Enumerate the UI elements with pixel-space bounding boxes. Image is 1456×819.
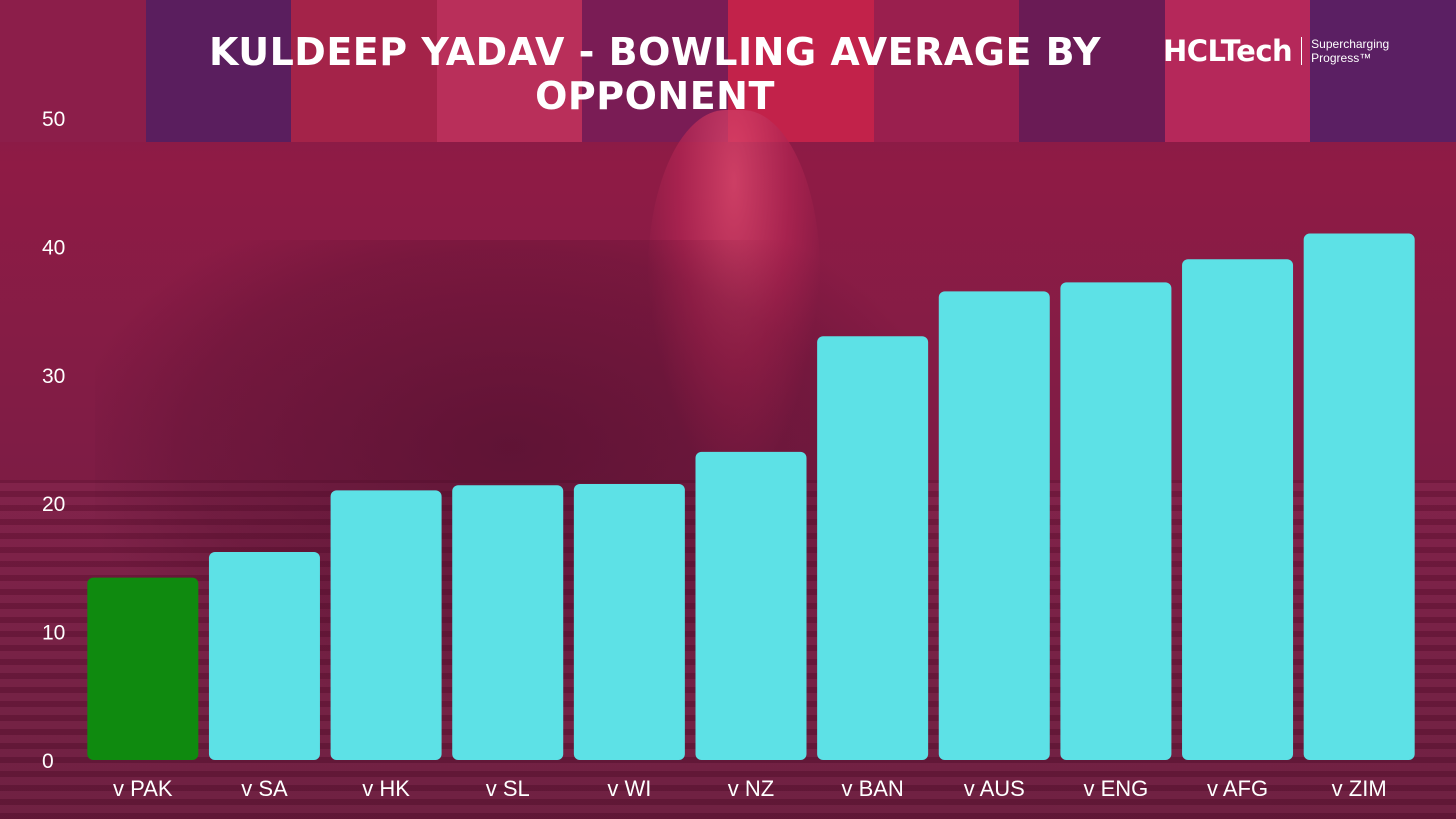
chart-title: KULDEEP YADAV - BOWLING AVERAGE BY OPPON… — [208, 30, 1102, 118]
brand-tagline: Supercharging Progress™ — [1311, 37, 1390, 65]
bar-v-pak — [87, 577, 199, 760]
bar-v-aus — [938, 291, 1050, 760]
x-tick-label: v WI — [607, 776, 651, 801]
x-tick-label: v HK — [362, 776, 410, 801]
bar-v-zim — [1303, 233, 1415, 760]
bar-v-afg — [1182, 259, 1294, 760]
bar-v-wi — [573, 483, 685, 760]
x-tick-label: v ZIM — [1332, 776, 1387, 801]
y-tick-label: 30 — [42, 365, 65, 388]
bar-v-nz — [695, 451, 807, 760]
x-tick-label: v SL — [486, 776, 530, 801]
bar-v-eng — [1060, 282, 1172, 760]
y-tick-label: 10 — [42, 622, 65, 645]
bar-v-sl — [452, 485, 564, 760]
flag-banner — [0, 0, 1456, 142]
x-tick-label: v SA — [241, 776, 288, 801]
bar-v-sa — [208, 551, 320, 760]
y-tick-label: 0 — [42, 750, 54, 773]
x-tick-label: v ENG — [1084, 776, 1149, 801]
x-tick-label: v BAN — [841, 776, 903, 801]
bar-v-hk — [330, 490, 442, 760]
x-tick-label: v PAK — [113, 776, 173, 801]
brand-logo: HCLTech Supercharging Progress™ — [1163, 34, 1411, 68]
brand-divider — [1301, 37, 1303, 65]
y-tick-label: 20 — [42, 493, 65, 516]
x-tick-label: v AUS — [964, 776, 1025, 801]
bar-v-ban — [817, 336, 929, 760]
x-tick-label: v NZ — [728, 776, 774, 801]
x-tick-label: v AFG — [1207, 776, 1268, 801]
brand-name: HCLTech — [1163, 34, 1293, 68]
y-tick-label: 40 — [42, 236, 65, 259]
y-tick-label: 50 — [42, 108, 65, 131]
